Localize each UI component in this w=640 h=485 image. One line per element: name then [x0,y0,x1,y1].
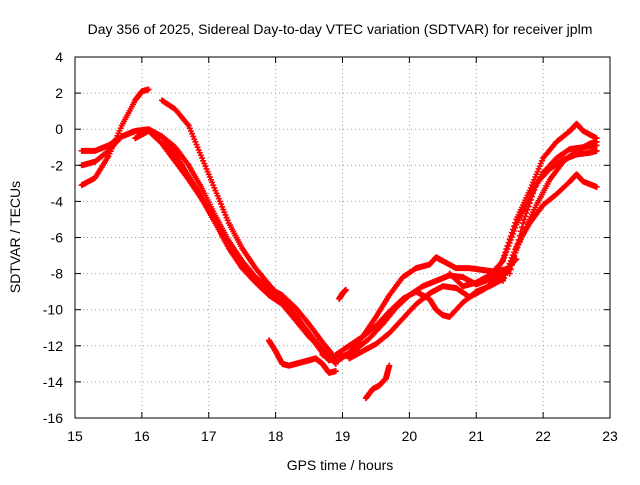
y-axis-title: SDTVAR / TECUs [7,181,23,293]
series-arc-10 [336,286,349,302]
data-point-markers [78,86,152,189]
y-axis-ticks: -16 -14 -12 -10 -8 -6 -4 -2 0 2 4 [43,49,610,426]
series-arc-16 [506,147,600,277]
x-tick-label: 22 [535,428,551,444]
series-arc-11 [362,362,393,402]
x-tick-label: 18 [268,428,284,444]
data-point-markers [336,286,349,302]
y-tick-label: -4 [51,193,64,209]
y-tick-label: -8 [51,266,64,282]
x-axis-title: GPS time / hours [287,457,394,473]
series-arc-6 [265,337,339,376]
y-tick-label: -12 [43,338,63,354]
y-tick-label: -6 [51,230,64,246]
series-arc-14 [486,120,600,288]
data-point-markers [486,120,600,288]
y-tick-label: 0 [55,121,63,137]
data-points [78,86,600,402]
data-point-markers [362,362,393,402]
x-tick-label: 23 [602,428,618,444]
data-point-markers [158,97,333,364]
x-tick-label: 15 [67,428,83,444]
y-tick-label: 4 [55,49,63,65]
chart-title: Day 356 of 2025, Sidereal Day-to-day VTE… [88,21,593,37]
series-arc-5 [158,97,333,364]
data-point-markers [78,126,339,367]
series-arc-12 [346,138,600,362]
data-point-markers [265,337,339,376]
data-point-markers [506,147,600,277]
data-point-markers [346,138,600,362]
x-tick-label: 16 [134,428,150,444]
series-arc-1 [78,86,152,189]
x-tick-label: 17 [201,428,217,444]
series-arc-3 [78,126,339,367]
x-axis-ticks: 15 16 17 18 19 20 21 22 23 [67,57,618,444]
grid [75,57,610,418]
x-tick-label: 20 [402,428,418,444]
y-tick-label: -2 [51,157,64,173]
y-tick-label: -10 [43,302,63,318]
y-tick-label: 2 [55,85,63,101]
y-tick-label: -14 [43,374,63,390]
x-tick-label: 19 [335,428,351,444]
y-tick-label: -16 [43,410,63,426]
x-tick-label: 21 [468,428,484,444]
